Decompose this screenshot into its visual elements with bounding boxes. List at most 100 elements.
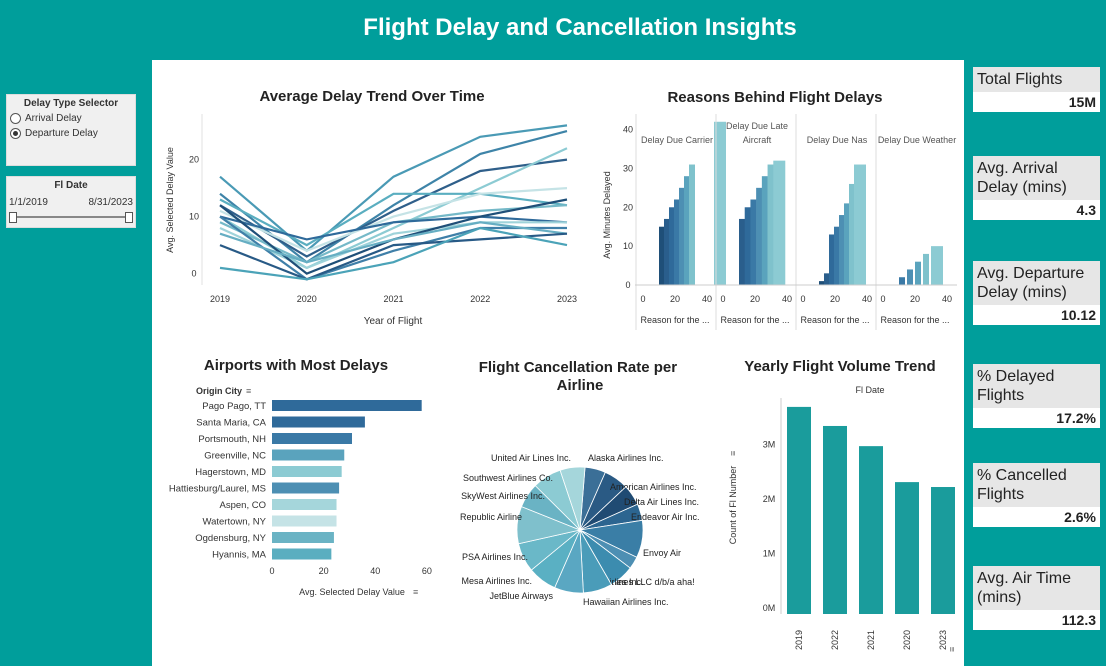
panel-header: Delay Due Late: [726, 121, 788, 131]
x-tick-label: 2023: [557, 294, 577, 304]
panel-axis-label: Reason for the ...: [720, 315, 789, 325]
pie-label: Alaska Airlines Inc.: [588, 453, 664, 463]
x-tick-label: 2020: [902, 630, 912, 650]
y-tick-label: 30: [623, 163, 633, 173]
kpi-value: 112.3: [1061, 612, 1096, 628]
airport-bar[interactable]: [272, 532, 334, 543]
airport-bar[interactable]: [272, 548, 332, 560]
radio-arrival-delay[interactable]: Arrival Delay: [10, 113, 135, 124]
volume-bar[interactable]: [787, 406, 811, 614]
series-line: [219, 124, 568, 253]
kpi-label: Avg. Departure Delay (mins): [973, 261, 1100, 305]
page-title: Flight Delay and Cancellation Insights: [363, 14, 797, 41]
sort-icon[interactable]: ≡: [728, 451, 738, 456]
reason-bar: [714, 121, 726, 285]
x-tick-label: 60: [422, 566, 432, 576]
kpi-label: Avg. Arrival Delay (mins): [973, 156, 1100, 200]
reason-bar: [659, 226, 665, 285]
reason-bar: [689, 164, 695, 285]
x-tick-label: 0: [269, 566, 274, 576]
reason-bar: [773, 160, 786, 285]
series-line: [219, 221, 567, 270]
volume-bar[interactable]: [859, 446, 883, 614]
airport-label: Greenville, NC: [204, 451, 266, 462]
x-tick-label: 0: [880, 294, 885, 304]
airport-bar[interactable]: [272, 449, 345, 461]
date-filter-title: Fl Date: [54, 180, 88, 191]
x-tick-label: 20: [670, 294, 680, 304]
series-line: [219, 130, 568, 264]
y-tick-label: 0M: [763, 603, 776, 613]
reason-bar: [923, 253, 929, 285]
airport-bar[interactable]: [272, 433, 352, 444]
series-line: [219, 221, 568, 264]
airport-label: Ogdensburg, NY: [195, 533, 266, 544]
airport-bar[interactable]: [272, 400, 422, 411]
kpi-pct-cancelled: % Cancelled Flights 2.6%: [973, 463, 1100, 527]
reason-bar: [684, 176, 690, 285]
panel-header: Delay Due Carrier: [641, 135, 713, 145]
sort-icon[interactable]: ≡: [413, 587, 418, 597]
reason-bar: [739, 218, 745, 285]
x-tick-label: 2021: [383, 294, 403, 304]
line-chart-xlabel: Year of Flight: [364, 316, 423, 327]
pie-label: Hawaiian Airlines Inc.: [583, 597, 669, 607]
airport-label: Portsmouth, NH: [198, 434, 266, 445]
radio-departure-delay[interactable]: Departure Delay: [10, 128, 135, 139]
pie-label: Mesa Airlines Inc.: [461, 576, 532, 586]
airport-bar[interactable]: [272, 416, 365, 428]
reason-bar: [834, 226, 840, 285]
volume-bar[interactable]: [823, 425, 847, 614]
delay-type-selector: Delay Type Selector Arrival Delay Depart…: [6, 94, 136, 166]
airport-bar[interactable]: [272, 515, 337, 527]
reason-bar: [750, 199, 757, 285]
series-line: [219, 232, 568, 281]
y-tick-label: 0: [625, 280, 630, 290]
volume-chart-title: Yearly Flight Volume Trend: [744, 358, 935, 375]
airport-bar[interactable]: [272, 466, 342, 477]
series-line: [219, 187, 568, 252]
airport-label: Aspen, CO: [220, 500, 266, 511]
kpi-pct-delayed: % Delayed Flights 17.2%: [973, 364, 1100, 428]
kpi-value: 10.12: [1060, 307, 1096, 323]
reason-bar: [767, 164, 774, 285]
reason-bar: [931, 246, 943, 285]
pie-slice[interactable]: [559, 466, 586, 531]
kpi-total-flights: Total Flights 15M: [973, 67, 1100, 112]
slider-handle-start[interactable]: [9, 212, 17, 223]
slider-handle-end[interactable]: [125, 212, 133, 223]
x-tick-label: 0: [800, 294, 805, 304]
sort-icon[interactable]: ≡: [246, 386, 251, 396]
volume-bar[interactable]: [895, 482, 919, 614]
x-tick-label: 40: [942, 294, 952, 304]
reason-bar: [744, 207, 751, 285]
volume-chart-ylabel: Count of Fl Number: [728, 466, 738, 545]
y-tick-label: 10: [189, 212, 199, 222]
reason-bar: [679, 187, 685, 285]
pie-label: Delta Air Lines Inc.: [624, 497, 699, 507]
x-tick-label: 40: [370, 566, 380, 576]
pie-title-line-1: Flight Cancellation Rate per: [479, 359, 678, 376]
x-tick-label: 20: [910, 294, 920, 304]
reasons-chart-title: Reasons Behind Flight Delays: [667, 89, 882, 106]
kpi-value: 17.2%: [1056, 410, 1096, 426]
pie-label: ExpressJet Airlines LLC d/b/a aha!: [557, 577, 695, 587]
x-tick-label: 40: [782, 294, 792, 304]
reason-bar: [756, 187, 763, 285]
kpi-value: 4.3: [1076, 202, 1096, 218]
reason-bar: [829, 234, 835, 285]
line-chart-ylabel: Avg. Selected Delay Value: [165, 147, 175, 253]
airport-bar[interactable]: [272, 499, 337, 510]
kpi-value: 2.6%: [1064, 509, 1096, 525]
panel-axis-label: Reason for the ...: [880, 315, 949, 325]
airport-bar[interactable]: [272, 482, 340, 494]
airport-label: Santa Maria, CA: [196, 418, 266, 429]
series-line: [219, 192, 568, 247]
date-range-slider[interactable]: [9, 212, 133, 223]
y-tick-label: 3M: [763, 440, 776, 450]
volume-bar[interactable]: [931, 487, 955, 614]
kpi-label: % Delayed Flights: [973, 364, 1100, 408]
airport-label: Hagerstown, MD: [195, 467, 266, 478]
sort-icon[interactable]: ≡: [947, 647, 957, 652]
